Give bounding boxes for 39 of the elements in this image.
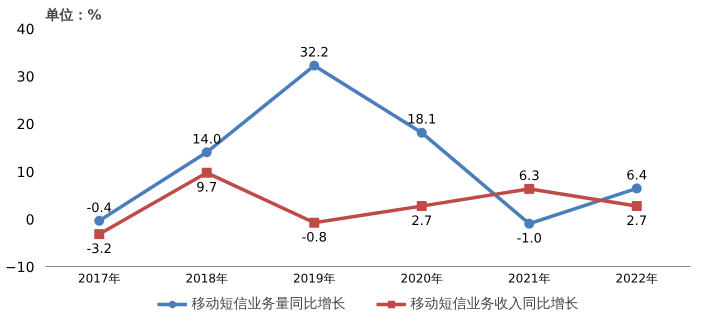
data-label: 18.1 [407,112,436,128]
y-tick-label: 40 [16,22,35,38]
data-label: -0.8 [302,230,327,246]
x-tick-label: 2022年 [615,272,658,286]
point [309,60,320,71]
data-label: -0.4 [86,200,112,216]
x-tick-label: 2020年 [400,272,444,286]
text: 单位：% [44,8,102,24]
x-tick-label: 2017年 [78,272,121,286]
y-tick-label: 0 [26,212,35,228]
data-label: 2.7 [626,214,648,230]
data-label: 9.7 [196,180,218,196]
data-label: 6.3 [518,168,540,184]
point [632,183,642,194]
point [524,184,534,194]
data-label: -1.0 [516,232,542,247]
point [202,168,212,178]
legend-label: 移动短信业务收入同比增长 [410,295,578,313]
point [416,201,427,212]
point [94,216,104,226]
data-label: 32.2 [300,46,329,61]
x-tick-label: 2018年 [185,272,228,286]
y-tick-label: −10 [4,260,34,276]
point [94,229,104,240]
point [202,147,212,158]
point [524,218,534,229]
data-label: 6.4 [626,168,648,184]
data-label: -3.2 [86,242,112,258]
point [416,128,427,138]
x-tick-label: 2021年 [508,272,551,286]
point [309,218,320,228]
x-tick-label: 2019年 [292,272,336,286]
y-tick-label: 10 [16,164,35,181]
y-tick-label: 30 [16,70,35,86]
y-tick-label: 20 [16,117,35,134]
point [632,201,642,212]
data-label: 2.7 [411,214,432,230]
legend-label: 移动短信业务量同比增长 [192,295,346,313]
data-label: 14.0 [192,132,222,148]
